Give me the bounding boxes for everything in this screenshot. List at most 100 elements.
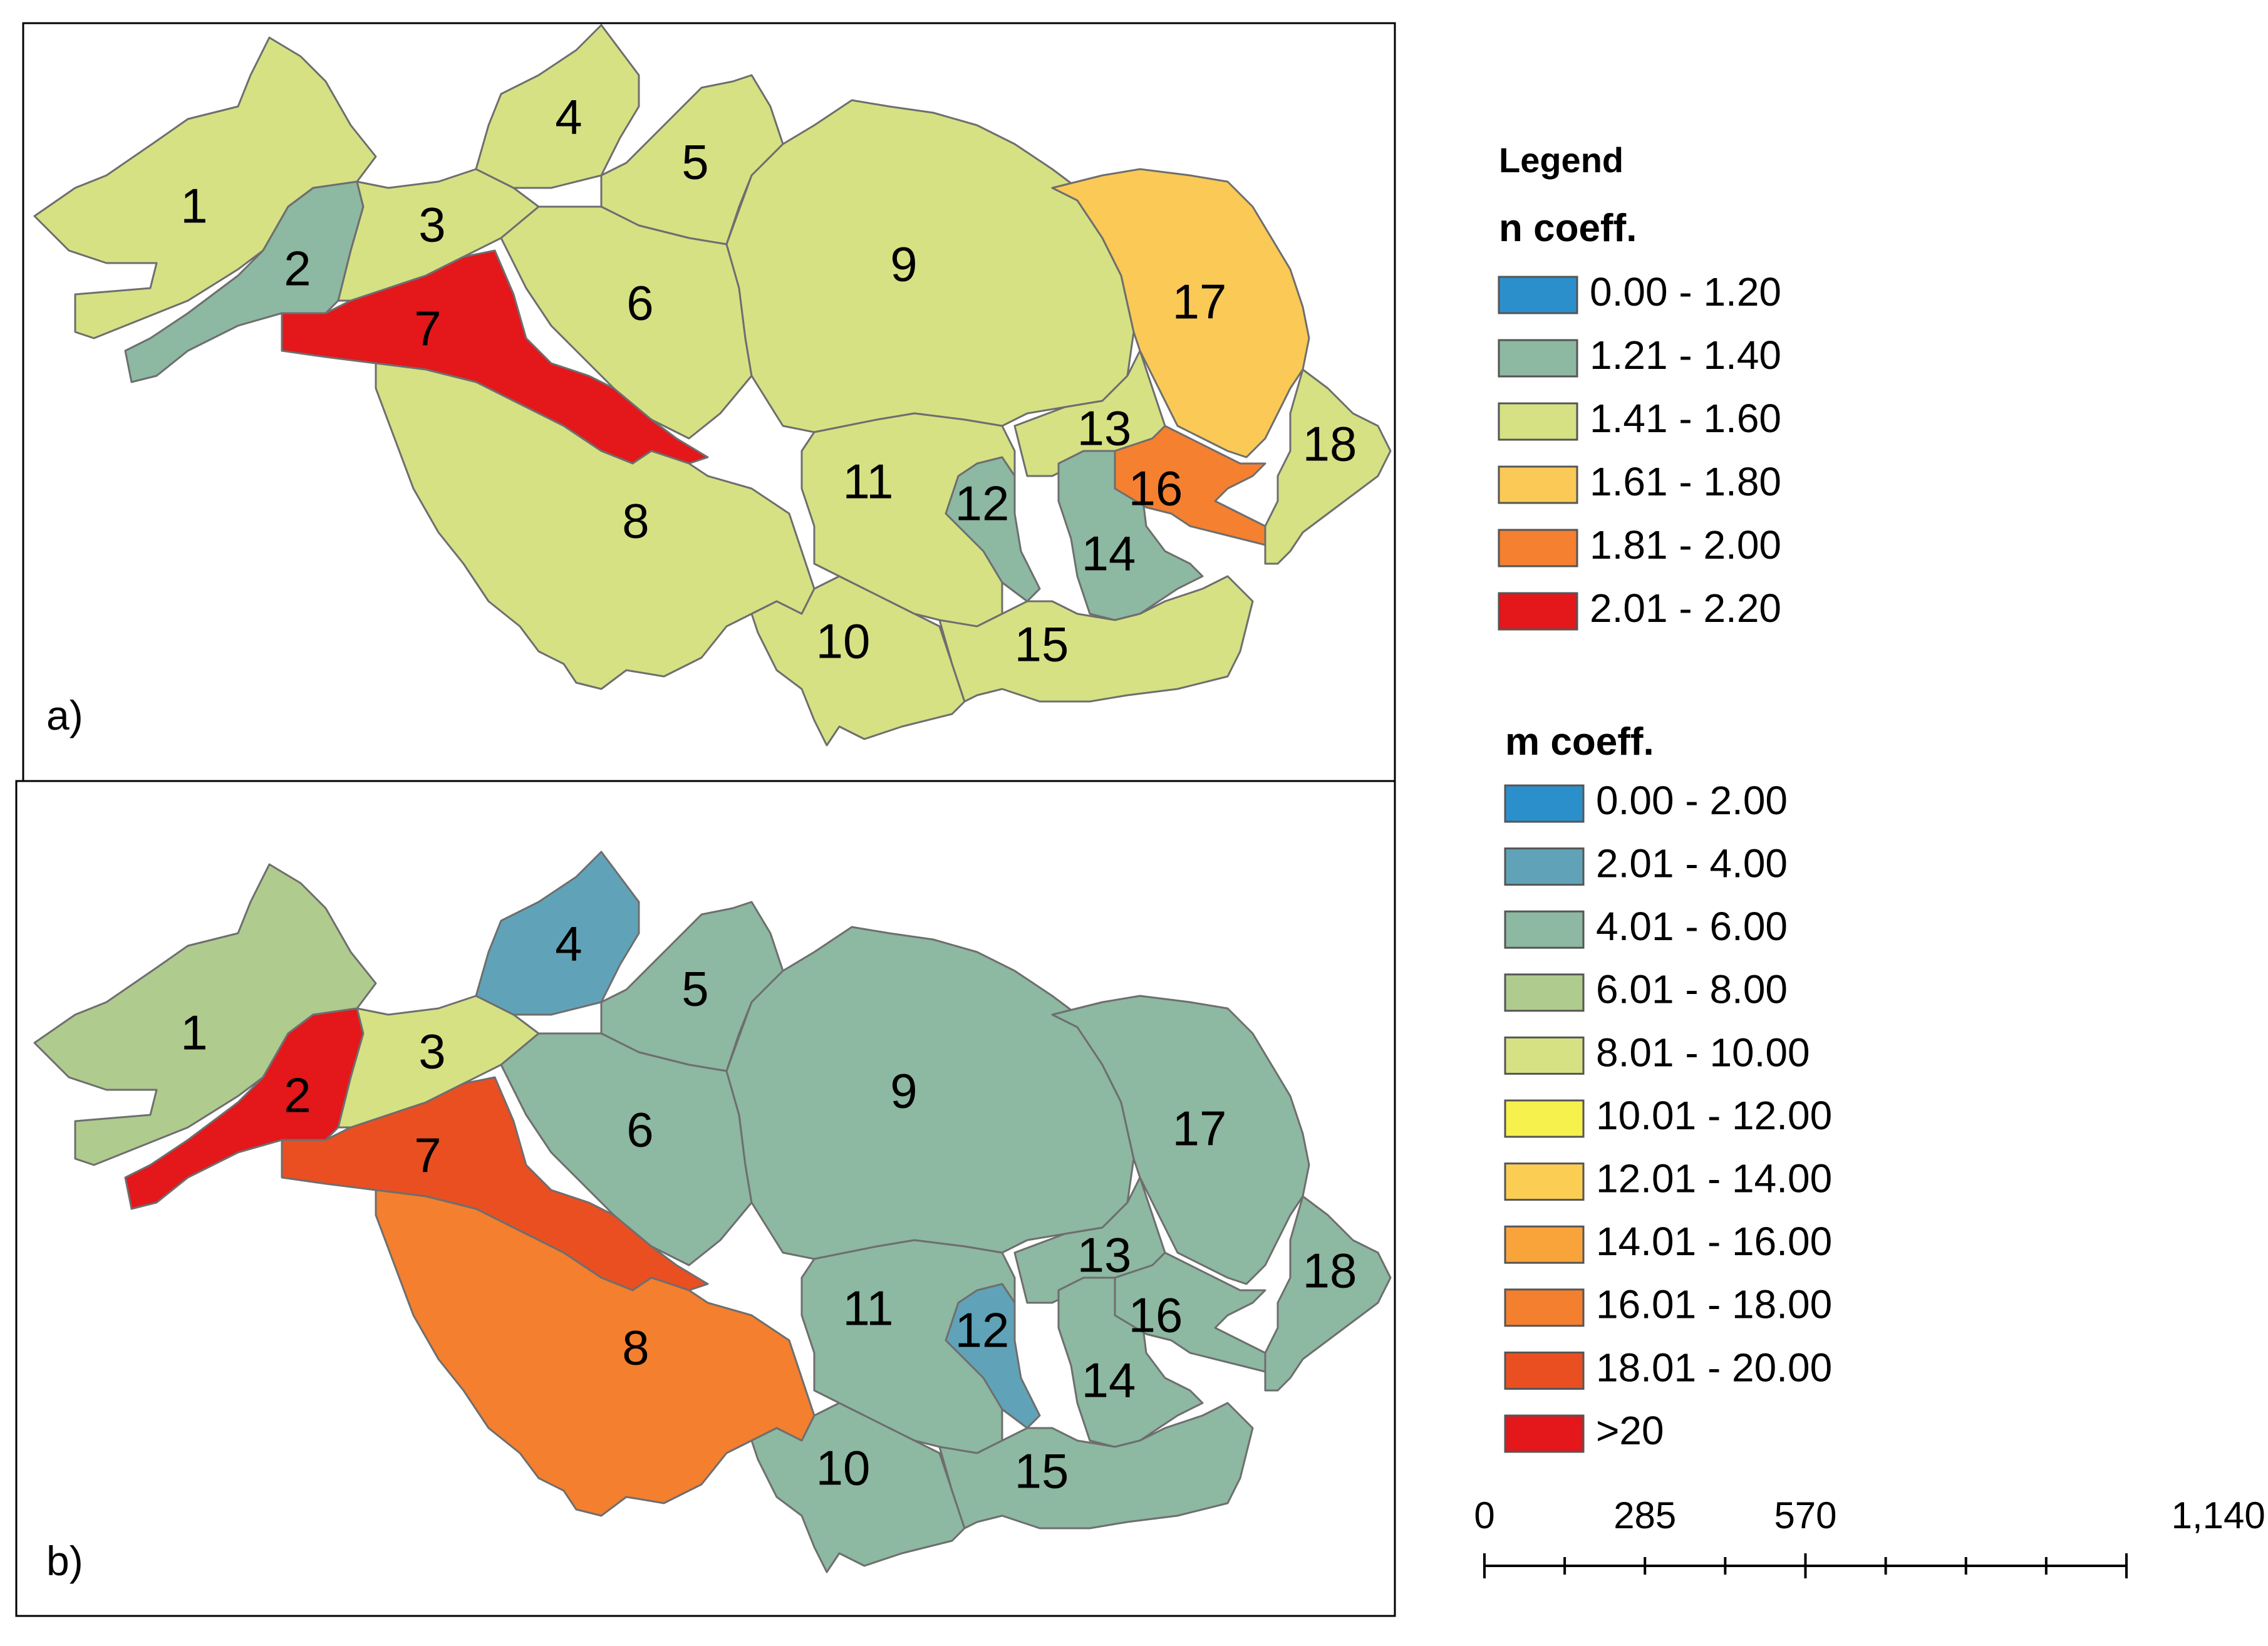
basin-6-area xyxy=(500,205,753,440)
basin-11-label: 11 xyxy=(843,454,894,509)
n-legend-swatch-1 xyxy=(1498,339,1578,378)
basin-2-label: 2 xyxy=(284,241,311,296)
basin-13-label: 13 xyxy=(1077,401,1132,456)
n-legend-label-1: 1.21 - 1.40 xyxy=(1590,333,1781,378)
m-legend-swatch-2 xyxy=(1504,910,1585,949)
basin-10-label: 10 xyxy=(816,614,871,669)
n-legend-heading: n coeff. xyxy=(1499,207,1637,250)
basin-4-label: 4 xyxy=(555,90,582,145)
scale-bar-labels: 0 285 570 1,140 km xyxy=(1474,1494,2268,1536)
m-legend-label-4: 8.01 - 10.00 xyxy=(1596,1030,1810,1075)
scale-bar-ticks xyxy=(1483,1553,2128,1578)
m-legend-swatch-10 xyxy=(1504,1414,1585,1453)
basin-7-label: 7 xyxy=(414,301,441,356)
basin-13-label: 13 xyxy=(1077,1228,1132,1283)
basin-2-area xyxy=(124,1007,365,1210)
m-legend-swatch-8 xyxy=(1504,1288,1585,1327)
basin-14-label: 14 xyxy=(1082,526,1136,581)
m-legend-swatch-3 xyxy=(1504,973,1585,1012)
basin-3-label: 3 xyxy=(418,1024,445,1079)
basin-15-area xyxy=(938,575,1254,703)
m-legend-label-5: 10.01 - 12.00 xyxy=(1596,1093,1832,1138)
basin-15-area xyxy=(938,1402,1254,1530)
basin-5-label: 5 xyxy=(681,135,708,190)
n-legend-label-4: 1.81 - 2.00 xyxy=(1590,522,1781,567)
basin-12-area xyxy=(945,456,1041,603)
basin-12-label: 12 xyxy=(955,476,1010,531)
m-legend-label-9: 18.01 - 20.00 xyxy=(1596,1345,1832,1390)
m-legend-label-7: 14.01 - 16.00 xyxy=(1596,1219,1832,1264)
panel-a-basins xyxy=(33,24,1392,747)
n-legend-swatch-2 xyxy=(1498,402,1578,441)
m-legend-heading: m coeff. xyxy=(1505,720,1654,763)
basin-16-label: 16 xyxy=(1129,1288,1183,1343)
n-legend-swatch-4 xyxy=(1498,529,1578,567)
basin-8-label: 8 xyxy=(622,494,649,549)
basin-18-label: 18 xyxy=(1303,1243,1357,1298)
legend-title: Legend xyxy=(1499,140,1623,180)
basin-6-label: 6 xyxy=(626,1102,653,1157)
basin-15-label: 15 xyxy=(1015,617,1069,672)
basin-17-label: 17 xyxy=(1173,274,1227,329)
m-legend-swatch-5 xyxy=(1504,1099,1585,1138)
m-legend-swatch-7 xyxy=(1504,1225,1585,1264)
m-legend-label-10: >20 xyxy=(1596,1408,1664,1453)
n-legend-label-3: 1.61 - 1.80 xyxy=(1590,459,1781,504)
basin-12-area xyxy=(945,1283,1041,1429)
m-legend-swatch-1 xyxy=(1504,847,1585,886)
m-legend-swatch-6 xyxy=(1504,1162,1585,1201)
scale-bar: 0 285 570 1,140 km xyxy=(1474,1494,2268,1578)
basin-4-area xyxy=(475,24,640,189)
basin-16-area xyxy=(1114,1251,1266,1373)
panel-a-tag: a) xyxy=(46,692,83,738)
m-legend-label-6: 12.01 - 14.00 xyxy=(1596,1156,1832,1201)
m-legend-label-1: 2.01 - 4.00 xyxy=(1596,841,1788,886)
n-legend-label-2: 1.41 - 1.60 xyxy=(1590,396,1781,441)
n-legend-label-5: 2.01 - 2.20 xyxy=(1590,586,1781,631)
basin-9-label: 9 xyxy=(890,1064,917,1119)
basin-3-label: 3 xyxy=(418,197,445,252)
basin-2-area xyxy=(124,180,365,383)
basin-5-label: 5 xyxy=(681,961,708,1017)
basin-17-area xyxy=(1051,168,1310,458)
basin-15-label: 15 xyxy=(1015,1444,1069,1499)
basin-1-label: 1 xyxy=(180,179,207,234)
basin-14-label: 14 xyxy=(1082,1353,1136,1408)
basin-9-area xyxy=(725,926,1135,1260)
panel-b-basins xyxy=(33,851,1392,1573)
basin-6-label: 6 xyxy=(626,276,653,331)
m-legend-label-3: 6.01 - 8.00 xyxy=(1596,967,1788,1012)
n-legend-swatch-3 xyxy=(1498,465,1578,504)
basin-18-area xyxy=(1264,368,1392,565)
basin-4-area xyxy=(475,851,640,1016)
basin-10-label: 10 xyxy=(816,1441,871,1496)
basin-2-label: 2 xyxy=(284,1068,311,1123)
n-legend-label-0: 0.00 - 1.20 xyxy=(1590,269,1781,314)
basin-8-label: 8 xyxy=(622,1320,649,1375)
m-legend-label-8: 16.01 - 18.00 xyxy=(1596,1282,1832,1327)
basin-1-label: 1 xyxy=(180,1005,207,1060)
basin-18-label: 18 xyxy=(1303,417,1357,472)
basin-6-area xyxy=(500,1032,753,1266)
basin-16-label: 16 xyxy=(1129,461,1183,516)
basin-17-area xyxy=(1051,995,1310,1285)
panel-b-tag: b) xyxy=(46,1538,83,1584)
scale-bar-label-3: 1,140 km xyxy=(2172,1494,2268,1536)
n-legend-swatch-0 xyxy=(1498,276,1578,314)
basin-9-label: 9 xyxy=(890,237,917,292)
m-legend-items: 0.00 - 2.00 2.01 - 4.00 4.01 - 6.00 6.01 - … xyxy=(1504,778,1832,1453)
m-legend-swatch-0 xyxy=(1504,784,1585,823)
basin-16-area xyxy=(1114,425,1266,546)
m-legend-label-0: 0.00 - 2.00 xyxy=(1596,778,1788,823)
m-legend-swatch-4 xyxy=(1504,1036,1585,1075)
basin-12-label: 12 xyxy=(955,1303,1010,1358)
panel-b-frame xyxy=(15,780,1396,1617)
m-legend-label-2: 4.01 - 6.00 xyxy=(1596,904,1788,949)
basin-4-label: 4 xyxy=(555,916,582,971)
legend: Legend n coeff. 0.00 - 1.20 1.21 - 1.40 1.… xyxy=(1498,140,1832,1453)
